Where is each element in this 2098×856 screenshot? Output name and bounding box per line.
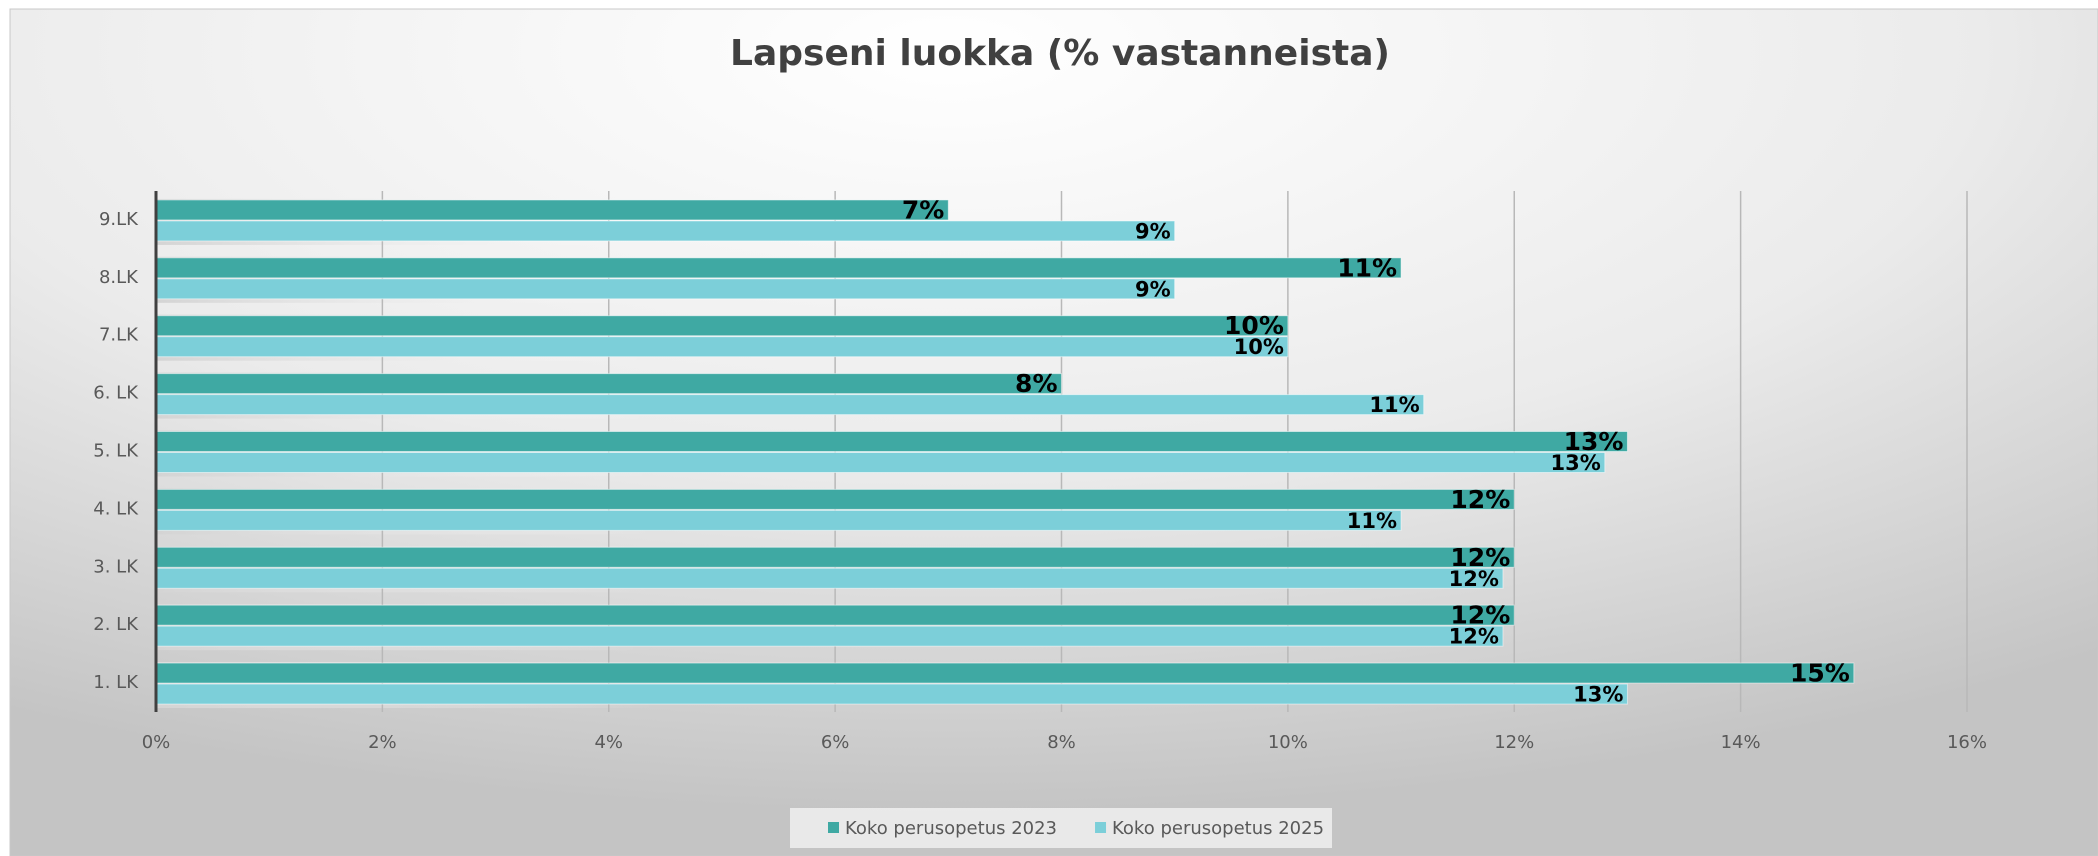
legend-swatch [828,822,839,833]
y-tick-label: 7.LK [99,325,139,346]
bar [155,315,1289,337]
bar [155,373,1062,395]
bar [155,604,1515,626]
data-label: 12% [1450,543,1510,572]
x-tick-label: 0% [142,732,171,753]
data-label: 12% [1449,625,1499,649]
bar [155,662,1855,684]
legend-label: Koko perusopetus 2025 [1112,818,1324,839]
data-label: 8% [1015,369,1057,398]
y-tick-label: 9.LK [99,209,139,230]
x-tick-label: 12% [1494,732,1534,753]
data-label: 10% [1224,311,1284,340]
x-tick-label: 16% [1947,732,1987,753]
data-label: 11% [1347,509,1397,533]
legend-label: Koko perusopetus 2023 [845,818,1057,839]
y-tick-label: 3. LK [93,556,139,577]
bar [155,257,1402,279]
data-label: 11% [1369,393,1419,417]
plot: 0% 2% 4% 6% 8% 10% 12% 14% 16% 9.LK 7% 9% 8.LK 11% 9% 7… [93,191,1987,848]
data-label: 9% [1135,277,1171,301]
bar [155,625,1504,647]
chart-title: Lapseni luokka (% vastanneista) [730,33,1390,74]
bar [155,683,1628,705]
bar [155,567,1504,589]
bar [155,394,1425,416]
data-label: 10% [1234,335,1284,359]
data-label: 12% [1450,485,1510,514]
data-label: 15% [1790,659,1850,688]
data-label: 7% [902,195,944,224]
legend-swatch [1095,822,1107,833]
y-tick-label: 6. LK [93,383,139,404]
data-label: 9% [1135,219,1171,243]
y-tick-label: 1. LK [93,672,139,693]
bar [155,336,1289,358]
legend: Koko perusopetus 2023 Koko perusopetus 20… [790,808,1332,848]
bar [155,278,1176,300]
legend-box [790,808,1332,848]
bar [155,431,1628,452]
y-tick-label: 5. LK [93,441,139,462]
bar [155,452,1606,473]
x-tick-label: 6% [821,732,850,753]
data-label: 13% [1573,683,1623,707]
bar [155,199,949,221]
data-label: 12% [1449,567,1499,591]
bar [155,220,1176,242]
x-tick-label: 14% [1721,732,1761,753]
bar [155,509,1402,531]
data-label: 13% [1551,451,1601,475]
x-tick-label: 8% [1047,732,1076,753]
bar [155,488,1515,510]
y-tick-label: 8.LK [99,267,139,288]
data-label: 11% [1337,253,1397,282]
x-tick-label: 10% [1268,732,1308,753]
x-tick-label: 4% [594,732,623,753]
data-label: 13% [1564,427,1624,456]
y-tick-label: 2. LK [93,614,139,635]
y-tick-label: 4. LK [93,498,139,519]
data-label: 12% [1450,601,1510,630]
bar [155,546,1515,568]
x-tick-label: 2% [368,732,397,753]
